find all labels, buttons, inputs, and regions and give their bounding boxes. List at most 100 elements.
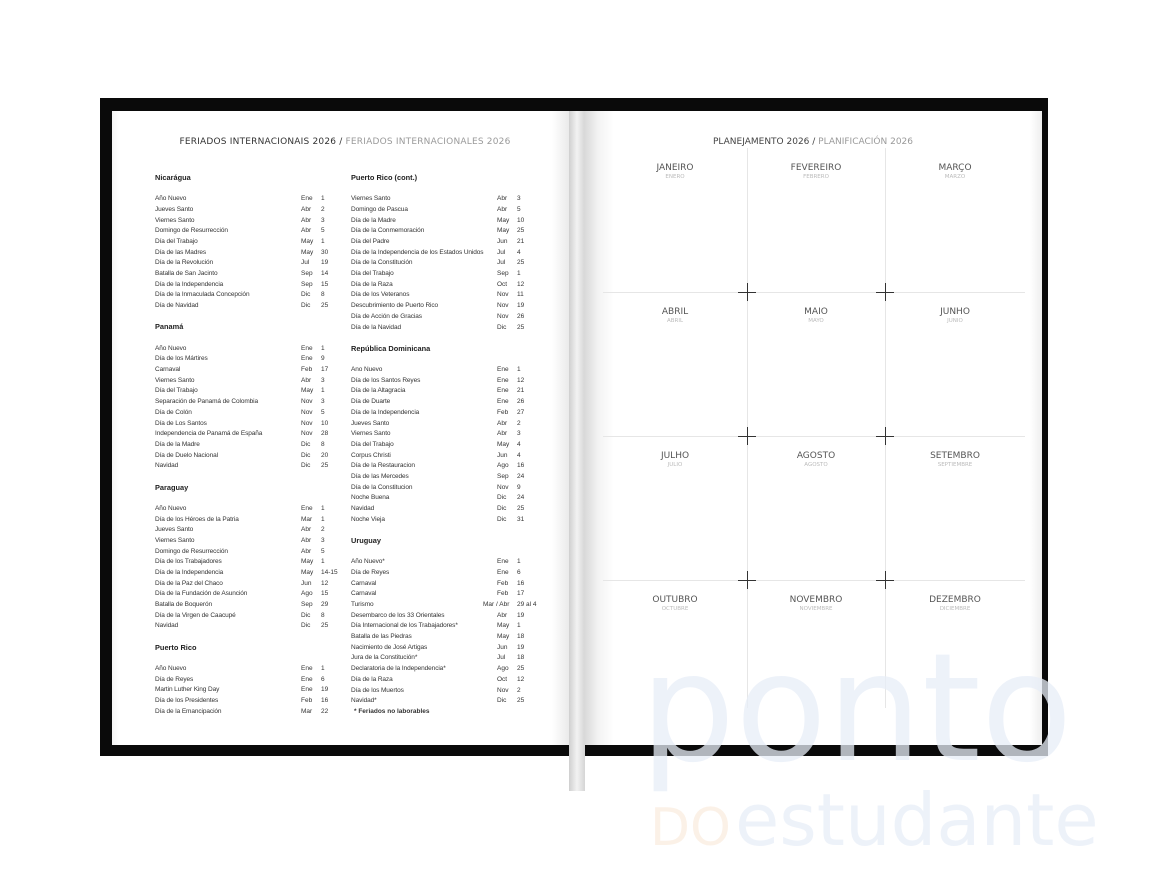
holiday-day: 21 (517, 387, 525, 395)
holiday-row: Día de la Madre May 10 (351, 216, 543, 227)
holiday-row: Año Nuevo Ene 1 (155, 344, 347, 355)
crosshair-mark (738, 283, 756, 301)
holiday-month: Dic (301, 462, 311, 470)
holiday-row: Día de los Muertos Nov 2 (351, 686, 543, 697)
holiday-row: Nacimiento de José Artigas Jun 19 (351, 643, 543, 654)
holiday-month: Abr (497, 611, 508, 619)
holiday-name: Turismo (351, 601, 374, 609)
holiday-row: Día de Navidad Dic 25 (155, 301, 347, 312)
holiday-day: 20 (321, 451, 329, 459)
holiday-row: Jueves Santo Abr 2 (351, 419, 543, 430)
holiday-section: Panamá Año Nuevo Ene 1 Día de los Mártires En… (155, 322, 347, 472)
holiday-name: Día de los Veteranos (351, 291, 410, 299)
holiday-name: Separación de Panamá de Colombia (155, 398, 259, 406)
holiday-row: Separación de Panamá de Colombia Nov 3 (155, 397, 347, 408)
holiday-name: Día del Trabajo (351, 440, 394, 448)
holiday-month: Jun (497, 643, 508, 651)
month-cell: ABRIL ABRIL (603, 292, 747, 436)
holiday-month: Feb (497, 579, 509, 587)
holiday-month: Abr (301, 376, 312, 384)
holiday-day: 1 (321, 387, 325, 395)
holiday-name: Batalla de Boquerón (155, 601, 213, 609)
holiday-month: Dic (497, 505, 507, 513)
holiday-day: 21 (517, 238, 525, 246)
holiday-month: May (497, 440, 510, 448)
holiday-name: Día de la Restauracion (351, 462, 415, 470)
holiday-day: 5 (321, 227, 325, 235)
holiday-day: 3 (321, 376, 325, 384)
month-name: JUNHO (940, 307, 970, 317)
holiday-day: 10 (517, 216, 525, 224)
month-name-es: NOVIEMBRE (799, 606, 833, 612)
holiday-day: 12 (517, 376, 525, 384)
holiday-name: Día de la Fundación de Asunción (155, 590, 248, 598)
holiday-day: 3 (517, 195, 521, 203)
holiday-name: Noche Buena (351, 494, 390, 502)
holiday-name: Día de los Muertos (351, 686, 404, 694)
year-planning-grid: JANEIRO ENERO FEVEREIRO FEBRERO MARÇO MARZO AB… (603, 148, 1025, 724)
holiday-month: Jun (301, 579, 312, 587)
holiday-month: Oct (497, 675, 508, 683)
month-cell: FEVEREIRO FEBRERO (747, 148, 885, 292)
holiday-month: Feb (497, 590, 509, 598)
holiday-row: Año Nuevo Ene 1 (155, 664, 347, 675)
holiday-row: Día de la Constitucion Nov 9 (351, 483, 543, 494)
holiday-name: Día de la Constitucion (351, 483, 413, 491)
page-title: PLANEJAMENTO 2026 / PLANIFICACIÓN 2026 (712, 137, 913, 147)
holiday-row: Carnaval Feb 17 (155, 365, 347, 376)
holiday-day: 19 (517, 643, 525, 651)
holiday-month: Nov (497, 312, 509, 320)
crosshair-mark (738, 427, 756, 445)
holiday-section: Paraguay Año Nuevo Ene 1 Día de los Héroes d… (155, 483, 347, 633)
holiday-name: Viernes Santo (155, 376, 195, 384)
holiday-month: Dic (497, 323, 507, 331)
holiday-month: Nov (497, 302, 509, 310)
holiday-name: Viernes Santo (155, 216, 195, 224)
holiday-month: Ene (301, 664, 313, 672)
holiday-row: Corpus Christi Jun 4 (351, 451, 543, 462)
holiday-month: Nov (497, 483, 509, 491)
holiday-section: Uruguay Año Nuevo* Ene 1 Día de Reyes Ene 6 Car… (351, 536, 543, 718)
holiday-row: Año Nuevo Ene 1 (155, 504, 347, 515)
crosshair-mark (876, 427, 894, 445)
holiday-day: 16 (517, 462, 525, 470)
holiday-month: Dic (301, 611, 311, 619)
holiday-row: Turismo Mar / Abr 29 al 4 (351, 600, 543, 611)
holiday-section: República Dominicana Ano Nuevo Ene 1 Día de … (351, 344, 543, 526)
page-title: FERIADOS INTERNACIONAIS 2026 / FERIADOS … (179, 137, 511, 147)
holiday-day: 1 (321, 558, 325, 566)
holiday-day: 31 (517, 515, 525, 523)
country-heading: República Dominicana (351, 343, 431, 353)
holiday-row: Día de la Independencia Sep 15 (155, 280, 347, 291)
holiday-name: Viernes Santo (155, 536, 195, 544)
holiday-name: Jueves Santo (155, 526, 194, 534)
holiday-month: Abr (301, 547, 312, 555)
holiday-name: Día de la Independencia (155, 568, 224, 576)
holiday-name: Jueves Santo (155, 205, 194, 213)
holiday-row: Batalla de las Piedras May 18 (351, 632, 543, 643)
holiday-row: Día de Duelo Nacional Dic 20 (155, 451, 347, 462)
month-name: JANEIRO (656, 163, 694, 173)
holiday-day: 17 (321, 366, 329, 374)
month-name-es: MAYO (808, 318, 824, 324)
holiday-row: Día de la Paz del Chaco Jun 12 (155, 579, 347, 590)
holiday-day: 25 (321, 302, 329, 310)
holiday-section: Nicarágua Año Nuevo Ene 1 Jueves Santo Abr 2 Vi… (155, 173, 347, 312)
holiday-row: Desembarco de los 33 Orientales Abr 19 (351, 611, 543, 622)
watermark-sub: estudante (735, 778, 1099, 860)
holiday-month: Ene (301, 344, 313, 352)
holiday-name: Año Nuevo* (351, 558, 385, 566)
holiday-name: Domingo de Resurrección (155, 227, 228, 235)
holiday-name: Día de los Santos Reyes (351, 376, 421, 384)
holiday-name: Día de los Héroes de la Patria (155, 515, 239, 523)
holiday-month: Nov (301, 419, 313, 427)
holiday-row: Día de Duarte Ene 26 (351, 397, 543, 408)
holiday-name: Día de Los Santos (155, 419, 207, 427)
holiday-month: Abr (301, 216, 312, 224)
holiday-row: Día de la Independencia May 14-15 (155, 568, 347, 579)
holiday-row: Jura de la Constitución* Jul 18 (351, 653, 543, 664)
holiday-name: Año Nuevo (155, 504, 187, 512)
holiday-column-left: Nicarágua Año Nuevo Ene 1 Jueves Santo Abr 2 Vi… (155, 173, 347, 728)
holiday-day: 19 (321, 686, 329, 694)
holiday-month: Ene (497, 398, 509, 406)
